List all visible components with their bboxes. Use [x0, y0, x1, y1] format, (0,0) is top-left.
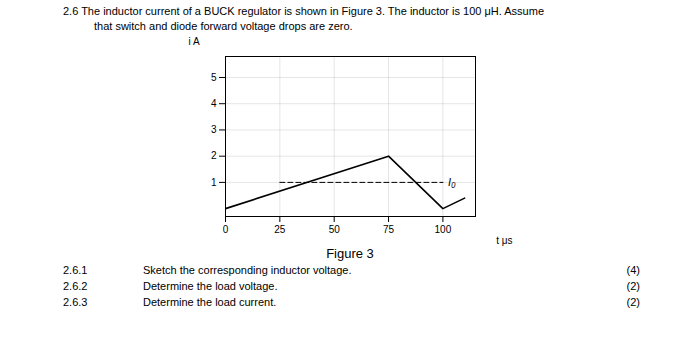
svg-text:5: 5 [211, 72, 217, 83]
html-text:Figure 3: Figure 3 [326, 246, 374, 261]
svg-text:0: 0 [223, 224, 229, 235]
html-text:(4): (4) [626, 264, 640, 276]
svg-text:I₀: I₀ [448, 176, 456, 188]
svg-text:100: 100 [435, 224, 452, 235]
html-text:2.6 The inductor current of a: 2.6 The inductor current of a BUCK regul… [63, 5, 544, 17]
html-text:(2): (2) [626, 296, 640, 308]
svg-text:2: 2 [211, 150, 217, 161]
html-text:2.6.3: 2.6.3 [63, 296, 88, 308]
html-text:Determine the load voltage.: Determine the load voltage. [143, 280, 278, 292]
html-text:Determine the load current.: Determine the load current. [143, 296, 277, 308]
svg-text:4: 4 [211, 98, 217, 109]
html-text:that switch and diode forward: that switch and diode forward voltage dr… [94, 20, 353, 32]
html-text:Sketch the corresponding induc: Sketch the corresponding inductor voltag… [143, 264, 352, 276]
svg-text:75: 75 [383, 224, 395, 235]
svg-text:t μs: t μs [496, 235, 512, 246]
svg-text:1: 1 [211, 177, 217, 188]
html-text:2.6.2: 2.6.2 [63, 280, 88, 292]
html-text:(2): (2) [626, 280, 640, 292]
svg-text:3: 3 [211, 124, 217, 135]
svg-text:25: 25 [274, 224, 286, 235]
html-text:2.6.1: 2.6.1 [63, 264, 88, 276]
svg-text:i A: i A [189, 36, 200, 47]
svg-text:50: 50 [329, 224, 341, 235]
